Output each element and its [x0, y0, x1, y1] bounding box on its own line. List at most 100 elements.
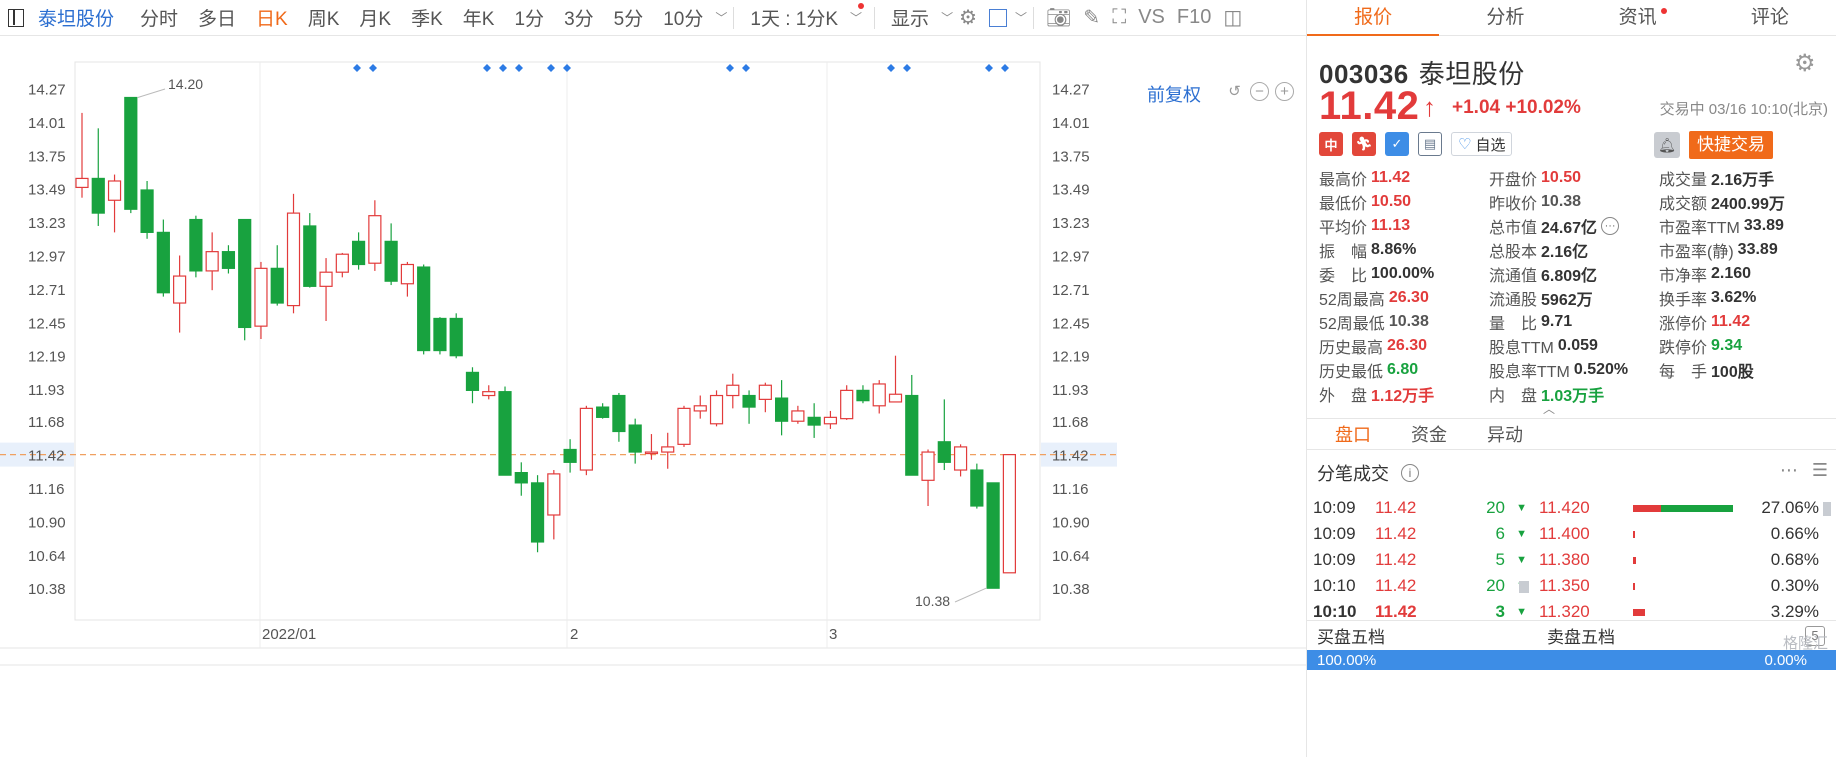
tab-capital[interactable]: 资金	[1411, 425, 1447, 445]
candle-body[interactable]	[303, 225, 317, 287]
event-marker-icon[interactable]	[353, 64, 361, 72]
event-marker-icon[interactable]	[547, 64, 555, 72]
candle-body[interactable]	[368, 215, 382, 264]
event-marker-icon[interactable]	[726, 64, 734, 72]
candle-body[interactable]	[937, 441, 951, 463]
more-icon[interactable]: ⋯	[1779, 460, 1798, 480]
candle-body[interactable]	[107, 180, 122, 201]
candle-body[interactable]	[791, 410, 805, 422]
event-marker-icon[interactable]	[903, 64, 911, 72]
candle-body[interactable]	[417, 266, 431, 352]
candle-body[interactable]	[433, 317, 447, 352]
candle-body[interactable]	[254, 267, 268, 327]
period-tab[interactable]: 3分	[564, 9, 594, 30]
candle-body[interactable]	[156, 231, 170, 294]
candle-body[interactable]	[709, 394, 724, 425]
gear-icon[interactable]: ⚙	[1794, 50, 1816, 77]
chevron-down-icon[interactable]: ﹀	[850, 11, 863, 25]
candle-body[interactable]	[400, 263, 414, 285]
candle-body[interactable]	[693, 405, 707, 412]
event-marker-icon[interactable]	[985, 64, 993, 72]
candle-body[interactable]	[124, 96, 138, 210]
list-icon[interactable]: ☰	[1811, 460, 1828, 480]
reset-icon[interactable]: ↺	[1228, 83, 1241, 100]
candle-body[interactable]	[856, 389, 870, 402]
event-marker-icon[interactable]	[1001, 64, 1009, 72]
event-marker-icon[interactable]	[887, 64, 895, 72]
candle-body[interactable]	[286, 212, 301, 307]
candle-body[interactable]	[953, 446, 968, 471]
info-icon[interactable]: i	[1401, 464, 1419, 482]
sidebar-toggle-icon[interactable]	[8, 8, 24, 27]
candle-body[interactable]	[205, 251, 219, 272]
tab-movement[interactable]: 异动	[1487, 425, 1523, 445]
candle-body[interactable]	[514, 472, 528, 484]
candle-body[interactable]	[742, 394, 756, 408]
candle-body[interactable]	[189, 218, 203, 272]
candle-body[interactable]	[335, 253, 349, 273]
more-icon[interactable]: ···	[1601, 217, 1620, 235]
tab-quote[interactable]: 报价	[1307, 0, 1440, 36]
kline-svg[interactable]: 14.27 14.27 14.01 14.01 13.75 13.75 13.49 13.49…	[0, 37, 1306, 757]
candle-body[interactable]	[579, 407, 593, 471]
candle-body[interactable]	[221, 251, 236, 269]
tab-orderbook[interactable]: 盘口	[1335, 425, 1371, 445]
candle-body[interactable]	[449, 317, 463, 357]
settings-gear-icon[interactable]: ⚙	[959, 7, 978, 29]
candle-body[interactable]	[986, 482, 1000, 589]
chevron-down-icon[interactable]: ﹀	[715, 11, 728, 25]
candle-body[interactable]	[677, 407, 691, 445]
candle-body[interactable]	[547, 473, 561, 516]
candle-body[interactable]	[465, 371, 480, 391]
zoom-in-icon[interactable]: +	[1275, 82, 1294, 101]
candle-body[interactable]	[140, 189, 154, 233]
candle-body[interactable]	[563, 448, 577, 463]
candle-body[interactable]	[921, 451, 935, 481]
pencil-icon[interactable]: ✎	[1083, 7, 1101, 29]
bookmark-icon[interactable]: ▤	[1418, 132, 1442, 156]
china-flag-icon[interactable]: 中	[1319, 132, 1343, 156]
candle-body[interactable]	[775, 397, 789, 422]
candle-body[interactable]	[726, 384, 740, 397]
event-marker-icon[interactable]	[563, 64, 571, 72]
candle-body[interactable]	[173, 275, 187, 304]
period-tab-active[interactable]: 日K	[256, 9, 288, 30]
candle-body[interactable]	[970, 469, 984, 507]
candle-body[interactable]	[905, 394, 919, 476]
tab-analysis[interactable]: 分析	[1486, 7, 1525, 28]
candle-body[interactable]	[840, 389, 854, 420]
period-tab[interactable]: 5分	[613, 9, 644, 30]
candle-body[interactable]	[612, 394, 626, 433]
tab-news[interactable]: 资讯	[1572, 0, 1704, 35]
vs-compare-button[interactable]: VS	[1138, 6, 1165, 28]
period-tab[interactable]: 1分	[514, 9, 545, 30]
display-menu[interactable]: 显示	[891, 9, 930, 30]
candle-body[interactable]	[482, 391, 496, 397]
bell-icon[interactable]: 🔔︎	[1654, 132, 1680, 158]
event-marker-icon[interactable]	[742, 64, 750, 72]
candle-body[interactable]	[238, 218, 252, 329]
period-tab[interactable]: 多日	[198, 9, 237, 30]
candle-body[interactable]	[384, 240, 398, 282]
candle-body[interactable]	[75, 177, 89, 189]
panel-toggle-icon[interactable]: ◫	[1223, 7, 1243, 29]
chevron-up-icon[interactable]: ︿	[1543, 402, 1556, 416]
candle-body[interactable]	[530, 482, 545, 543]
event-marker-icon[interactable]	[483, 64, 491, 72]
camera-icon[interactable]: 📷︎	[1046, 7, 1072, 29]
event-marker-icon[interactable]	[515, 64, 523, 72]
tab-comments[interactable]: 评论	[1750, 7, 1789, 28]
candle-body[interactable]	[872, 383, 886, 407]
add-watchlist-button[interactable]: ♡ 自选	[1451, 132, 1513, 156]
candle-body[interactable]	[1002, 454, 1016, 574]
zoom-out-icon[interactable]: −	[1250, 82, 1269, 101]
candle-body[interactable]	[628, 424, 642, 453]
period-tab[interactable]: 周K	[307, 9, 340, 30]
adjust-mode-link[interactable]: 前复权	[1147, 85, 1201, 105]
five-level-icon[interactable]: 5	[1805, 626, 1825, 646]
period-tab[interactable]: 月K	[359, 9, 392, 30]
period-tab[interactable]: 分时	[140, 9, 179, 30]
tag-icon[interactable]: ✓	[1385, 132, 1409, 156]
f10-button[interactable]: F10	[1176, 6, 1212, 28]
scrollbar-thumb[interactable]	[1519, 581, 1529, 593]
